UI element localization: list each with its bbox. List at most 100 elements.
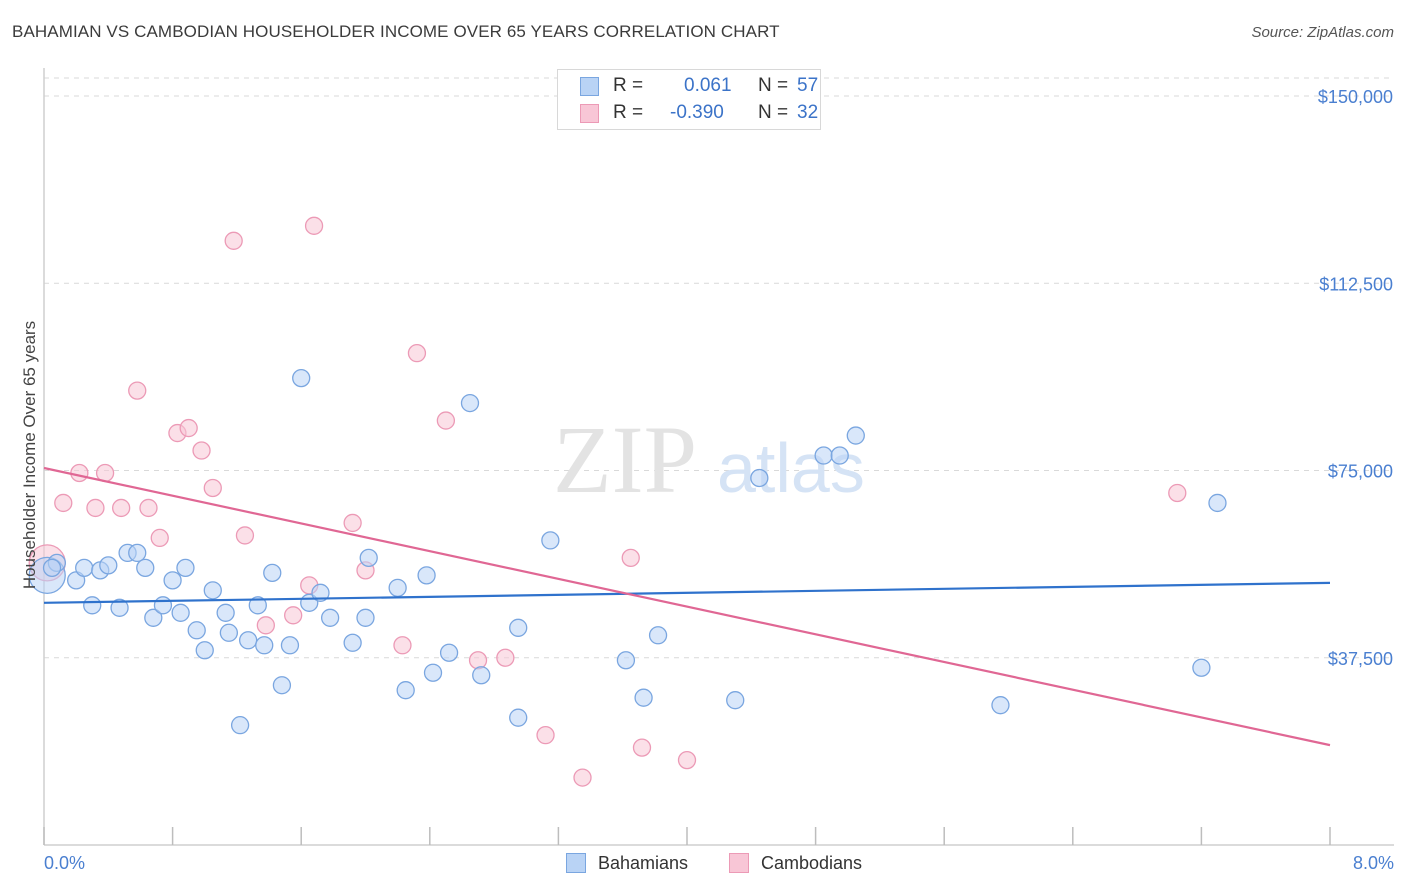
bahamians-point (509, 708, 528, 727)
bahamians-point (255, 636, 274, 655)
bahamians-point (263, 563, 282, 583)
bahamians-point (75, 558, 94, 578)
cambodians-point (536, 725, 555, 745)
bahamians-point (144, 608, 163, 627)
cambodians-legend-label: Cambodians (761, 853, 863, 873)
bahamians-point (320, 608, 340, 627)
cambodians-point (284, 606, 303, 625)
chart-title: BAHAMIAN VS CAMBODIAN HOUSEHOLDER INCOME… (12, 22, 780, 41)
bahamians-point (203, 581, 222, 600)
y-tick-labels: $37,500 $75,000 $112,500 $150,000 (1318, 87, 1393, 669)
stats-legend: R = 0.061 N = 57 R = -0.390 N = 32 (557, 69, 821, 130)
trend-lines (43, 466, 1331, 747)
bahamians-point (292, 368, 311, 388)
cambodians-point (468, 651, 488, 670)
cambodians-point (179, 418, 198, 438)
bahamians-point (128, 543, 147, 563)
y-tick-label: $112,500 (1319, 274, 1393, 294)
x-tick-label-max: 8.0% (1353, 853, 1394, 873)
bahamians-point (359, 548, 378, 568)
bahamians-points (28, 368, 1227, 735)
bahamians-point (423, 663, 443, 682)
cambodians-point (192, 441, 211, 460)
cambodians-point (304, 216, 324, 235)
y-tick-label: $75,000 (1328, 462, 1393, 482)
bahamians-point (388, 578, 407, 597)
cambodians-point (203, 478, 222, 498)
bahamians-point (219, 623, 239, 642)
bahamians-point (163, 571, 182, 590)
cambodians-point (621, 548, 640, 568)
bahamians-point (417, 566, 436, 585)
bahamians-point (472, 666, 491, 685)
cambodians-point (235, 526, 255, 545)
bahamians-point (176, 558, 195, 578)
bahamians-point (272, 676, 292, 695)
y-tick-label: $37,500 (1328, 649, 1393, 669)
r-value: 0.061 (684, 75, 732, 96)
bahamians-point (1192, 658, 1211, 677)
cambodians-point (343, 513, 362, 533)
cambodians-point (139, 498, 158, 518)
bahamians-point (991, 696, 1010, 715)
bahamians-trend-line (43, 581, 1331, 604)
n-label: N = (758, 102, 789, 123)
bahamians-point (110, 598, 129, 617)
cambodians-point (224, 231, 243, 250)
bahamians-point (634, 688, 653, 707)
cambodians-point (256, 616, 275, 635)
bahamians-point (396, 681, 415, 700)
bahamians-legend-label: Bahamians (598, 853, 689, 873)
y-tick-label: $150,000 (1318, 87, 1393, 107)
cambodians-point (677, 750, 697, 770)
y-axis-label: Householder Income Over 65 years (20, 321, 39, 589)
r-label: R = (613, 102, 644, 123)
cambodians-point (70, 463, 89, 483)
bahamians-point (187, 621, 206, 640)
cambodians-point (54, 493, 73, 513)
cambodians-point (86, 498, 105, 518)
bahamians-point (216, 603, 235, 622)
bahamians-point (280, 636, 300, 655)
bahamians-point (171, 603, 190, 622)
bahamians-point (814, 446, 833, 465)
bahamians-point (42, 558, 62, 578)
cambodians-point (496, 648, 515, 667)
bahamians-point (648, 626, 668, 645)
cambodians-legend-swatch (729, 853, 749, 873)
axes (43, 68, 1394, 846)
bahamians-point (239, 631, 258, 650)
bahamians-legend-swatch (566, 853, 586, 873)
bahamians-point (99, 556, 118, 575)
bahamians-point (83, 596, 102, 615)
cambodians-point (393, 636, 412, 655)
bahamians-point (1208, 493, 1227, 513)
cambodians-point (573, 768, 592, 787)
n-label: N = (758, 75, 789, 96)
cambodians-point (112, 498, 131, 518)
bahamians-point (153, 596, 173, 615)
cambodians-point (632, 738, 652, 757)
bahamians-point (846, 426, 865, 445)
bahamians-point (343, 633, 362, 652)
cambodians-swatch (580, 104, 599, 123)
bahamians-point (311, 583, 330, 602)
bahamians-point (726, 691, 745, 710)
bahamians-point (195, 641, 214, 660)
cambodians-point (150, 528, 169, 548)
source-label: Source: ZipAtlas.com (1251, 24, 1394, 41)
r-value: -0.390 (670, 102, 724, 123)
n-value: 57 (797, 75, 819, 96)
bahamians-point (460, 393, 480, 413)
bahamians-swatch (580, 77, 599, 96)
r-label: R = (613, 75, 644, 96)
bahamians-point (541, 531, 560, 550)
bahamians-point (248, 596, 267, 615)
bahamians-point (509, 618, 528, 637)
bahamians-point (830, 446, 849, 465)
n-value: 32 (797, 102, 819, 123)
cambodians-point (1168, 483, 1187, 503)
watermark-zip: ZIP (553, 406, 697, 513)
watermark-atlas: atlas (717, 429, 865, 507)
